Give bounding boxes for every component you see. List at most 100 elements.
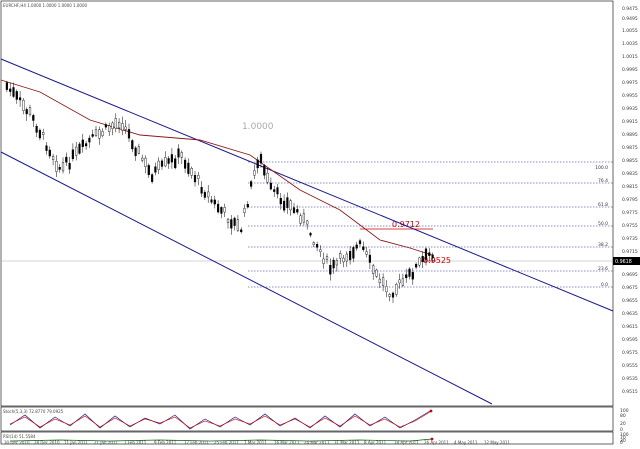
candle-body: [68, 162, 71, 170]
candle-body: [127, 129, 131, 139]
candle-body: [411, 272, 414, 280]
candle-body: [269, 182, 272, 190]
candle-body: [302, 213, 305, 223]
candle-body: [296, 209, 299, 213]
candle-body: [259, 153, 263, 164]
candle-body: [223, 207, 226, 213]
candle-body: [78, 143, 81, 154]
candle-body: [316, 244, 319, 248]
candle-body: [246, 204, 249, 208]
candlestick-series: [5, 80, 434, 304]
candle-body: [349, 250, 352, 261]
candle-body: [197, 175, 200, 179]
fibonacci-retracement[interactable]: 100.0 76.4 61.8 50.0 38.2 23.6 0.0: [248, 161, 613, 288]
candle-body: [249, 181, 253, 187]
fib-label: 0.0: [601, 282, 608, 288]
candle-body: [25, 109, 28, 115]
channel-upper-line[interactable]: [0, 58, 614, 312]
candle-body: [329, 265, 332, 275]
time-tick: 28 Dec 2010: [34, 440, 60, 445]
candle-body: [81, 139, 84, 147]
price-tick: 0.9875: [622, 145, 638, 151]
candle-body: [253, 170, 256, 176]
candle-body: [339, 253, 342, 259]
candle-body: [385, 286, 388, 293]
current-price-tag: [613, 257, 640, 265]
candle-body: [55, 161, 58, 172]
candle-body: [170, 154, 173, 163]
candle-body: [289, 200, 292, 211]
price-tick: 0.9735: [622, 236, 638, 242]
candle-body: [345, 253, 348, 262]
candle-body: [342, 257, 345, 263]
candle-body: [114, 118, 117, 129]
candle-body: [401, 278, 404, 286]
time-tick: 12 May 2011: [484, 440, 511, 445]
fib-label: 23.6: [598, 266, 608, 272]
price-tick: 0.9975: [622, 80, 638, 86]
candle-body: [111, 122, 114, 129]
stoch-axis-tick: 20: [620, 421, 626, 427]
candle-body: [405, 274, 408, 279]
time-tick: 4 May 2011: [454, 440, 478, 445]
rsi-panel[interactable]: [0, 431, 614, 445]
candle-body: [306, 220, 309, 225]
price-tick: 0.9615: [622, 324, 638, 330]
rsi-axis-tick: 100: [620, 432, 629, 438]
stoch-axis-tick: 80: [620, 413, 626, 419]
candle-body: [421, 256, 424, 263]
stochastic-signal-line: [9, 411, 431, 429]
candle-body: [150, 174, 154, 182]
candle-body: [332, 259, 335, 269]
candle-body: [91, 134, 94, 137]
candle-body: [220, 207, 223, 214]
time-tick: 17 Feb 2011: [184, 440, 209, 445]
candle-body: [226, 218, 230, 223]
candle-body: [157, 160, 160, 170]
fib-label: 61.8: [598, 202, 608, 208]
low-label: 0.9525: [423, 256, 451, 265]
price-tick: 0.9855: [622, 158, 638, 164]
price-tick: 0.9795: [622, 197, 638, 203]
stochastic-panel[interactable]: [0, 406, 614, 432]
candle-body: [180, 152, 183, 158]
candle-body: [203, 192, 206, 198]
candle-body: [38, 129, 41, 139]
price-tick: 0.9715: [622, 249, 638, 255]
price-tick: 0.9815: [622, 184, 638, 190]
candle-body: [309, 232, 312, 236]
candle-body: [207, 191, 210, 198]
time-tick: 30 Dec 2010: [4, 440, 30, 445]
candle-body: [233, 217, 236, 226]
time-tick: 9 Feb 2011: [154, 440, 177, 445]
candle-body: [19, 97, 22, 101]
candle-body: [210, 199, 213, 203]
candle-body: [187, 162, 190, 174]
stoch-axis-tick: 100: [620, 408, 629, 414]
candle-body: [216, 203, 220, 213]
price-tick: 0.9755: [622, 223, 638, 229]
candle-body: [431, 254, 434, 259]
candle-body: [48, 149, 51, 157]
main-price-panel[interactable]: [0, 0, 614, 407]
candle-body: [368, 254, 371, 263]
candle-body: [144, 157, 147, 167]
candle-body: [45, 145, 48, 151]
channel-lower-line[interactable]: [0, 151, 493, 405]
candle-body: [352, 247, 355, 259]
price-tick: 1.0035: [622, 41, 638, 47]
candle-body: [292, 207, 296, 213]
candle-body: [378, 278, 381, 284]
time-tick: 8 Apr 2011: [364, 440, 387, 445]
mid-label: 0.9712: [392, 220, 420, 229]
candle-body: [372, 265, 375, 274]
rsi-label: RSI(14) 51.5584: [3, 434, 36, 439]
candle-body: [283, 200, 286, 211]
candle-body: [335, 260, 338, 266]
candle-body: [71, 149, 74, 160]
candle-body: [279, 197, 282, 205]
price-tick: 0.9675: [622, 285, 638, 291]
time-axis: 30 Dec 2010 28 Dec 2010 11 Jan 2011 21 J…: [4, 440, 511, 445]
